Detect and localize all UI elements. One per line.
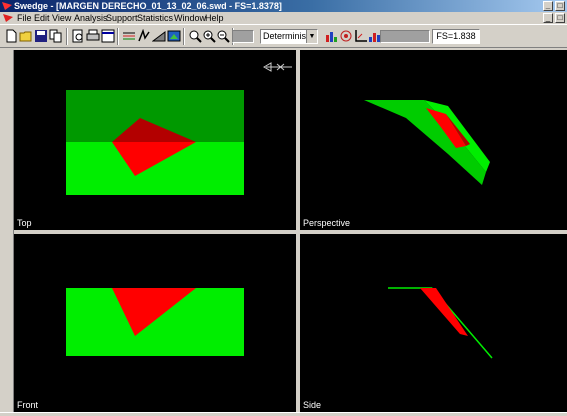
print-preview-icon[interactable]	[71, 29, 85, 43]
save-icon[interactable]	[34, 29, 48, 43]
analysis-type-value: Deterministic	[263, 31, 316, 41]
target-icon[interactable]	[339, 29, 353, 43]
factor-of-safety-readout: FS=1.838	[432, 29, 480, 44]
menu-file[interactable]: File	[17, 13, 32, 23]
analysis-type-select[interactable]: Deterministic ▼	[260, 29, 318, 44]
perspective-viewport[interactable]: Perspective	[300, 50, 567, 230]
north-arrow-icon	[262, 62, 292, 72]
sensitivity-icon[interactable]	[324, 29, 338, 43]
wedge-shadow	[446, 114, 470, 146]
joint-icon[interactable]	[137, 29, 151, 43]
toolbar-separator	[66, 28, 68, 45]
side-viewport[interactable]: Side	[300, 234, 567, 412]
input-data-icon[interactable]	[122, 29, 136, 43]
new-icon[interactable]	[4, 29, 18, 43]
print-icon[interactable]	[86, 29, 100, 43]
axes-icon[interactable]	[354, 29, 368, 43]
toolbar: Deterministic ▼ FS=1.838	[0, 24, 567, 48]
viewport-label-top: Top	[17, 218, 32, 228]
front-viewport[interactable]: Front	[14, 234, 296, 412]
toolbar-separator	[183, 28, 185, 45]
copy-icon[interactable]	[49, 29, 63, 43]
wedge-block	[426, 108, 466, 148]
window-title: Swedge - [MARGEN DERECHO_01_13_02_06.swd…	[14, 1, 282, 11]
top-viewport[interactable]: Top	[14, 50, 296, 230]
minimize-button[interactable]: _	[543, 1, 553, 11]
swedge-app-icon[interactable]	[2, 2, 12, 10]
viewport-label-front: Front	[17, 400, 39, 410]
perspective-view-canvas	[364, 100, 490, 185]
viewport-label-perspective: Perspective	[303, 218, 351, 228]
disabled-tool-slot	[232, 30, 254, 43]
chevron-down-icon[interactable]: ▼	[306, 30, 317, 43]
menu-help[interactable]: Help	[205, 13, 224, 23]
top-view-canvas	[66, 62, 292, 195]
menu-bar: File Edit View Analysis Support Statisti…	[0, 12, 567, 24]
wedge-lower-part	[112, 142, 196, 176]
menu-view[interactable]: View	[52, 13, 72, 23]
menu-support[interactable]: Support	[106, 13, 138, 23]
menu-window[interactable]: Window	[174, 13, 207, 23]
slope-icon[interactable]	[152, 29, 166, 43]
maximize-button[interactable]: □	[555, 1, 565, 11]
viewport-label-side: Side	[303, 400, 322, 410]
zoom-all-icon[interactable]	[188, 29, 202, 43]
page-setup-icon[interactable]	[101, 29, 115, 43]
zoom-in-icon[interactable]	[202, 29, 216, 43]
document-minimize-button[interactable]: _	[543, 13, 553, 23]
left-panel	[0, 50, 14, 412]
wedge-side	[420, 288, 468, 336]
document-icon[interactable]	[3, 14, 13, 22]
histogram-icon[interactable]	[368, 29, 382, 43]
side-view-canvas	[388, 287, 493, 359]
title-bar: Swedge - [MARGEN DERECHO_01_13_02_06.swd…	[0, 0, 567, 12]
status-bar	[0, 412, 567, 416]
disabled-readout	[380, 30, 430, 43]
front-view-canvas	[66, 288, 244, 356]
wedge-upper-part	[112, 118, 196, 142]
menu-analysis[interactable]: Analysis	[74, 13, 108, 23]
wedge-front	[112, 288, 196, 336]
zoom-out-icon[interactable]	[216, 29, 230, 43]
viewport-area: Top Perspective Front Side	[14, 50, 567, 412]
open-icon[interactable]	[19, 29, 33, 43]
toolbar-separator	[117, 28, 119, 45]
menu-edit[interactable]: Edit	[34, 13, 50, 23]
view-icon[interactable]	[167, 29, 181, 43]
document-restore-button[interactable]: □	[555, 13, 565, 23]
menu-statistics[interactable]: Statistics	[137, 13, 174, 23]
